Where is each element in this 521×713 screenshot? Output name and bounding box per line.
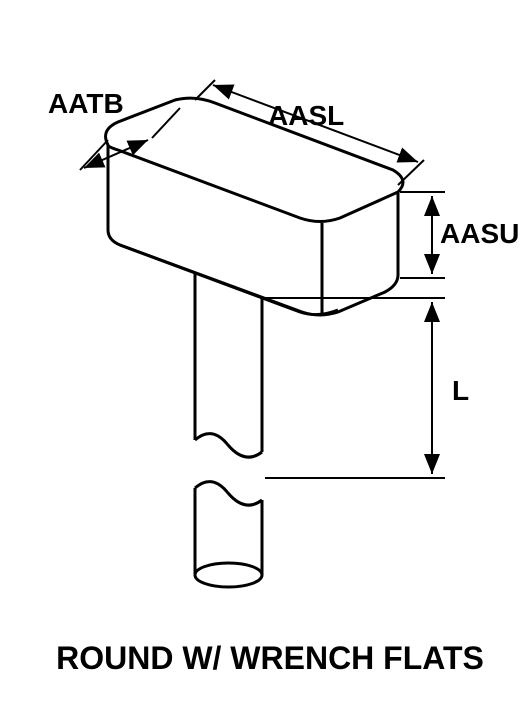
- technical-diagram: AATB AASL AASU L ROUND W/ WRENCH FLATS: [0, 0, 521, 708]
- diagram-caption: ROUND W/ WRENCH FLATS: [30, 640, 510, 677]
- label-aasu: AASU: [440, 218, 519, 250]
- bolt-shaft-upper: [195, 273, 262, 457]
- bolt-shaft-lower: [195, 482, 262, 587]
- label-l: L: [452, 375, 469, 407]
- bolt-head: [106, 98, 403, 315]
- label-aatb: AATB: [48, 88, 124, 120]
- label-aasl: AASL: [268, 100, 344, 132]
